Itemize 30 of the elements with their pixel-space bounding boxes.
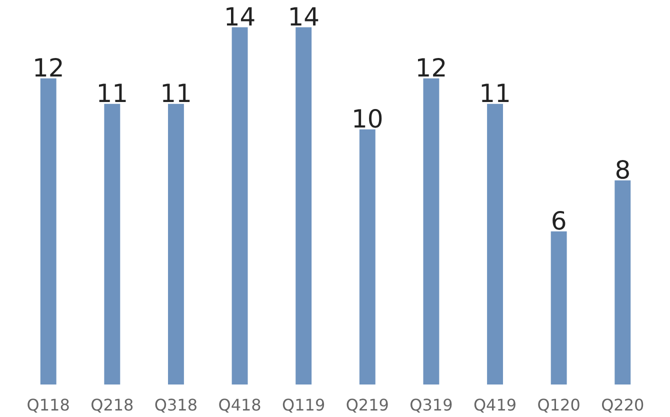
bar — [614, 180, 631, 384]
x-tick-label: Q419 — [473, 396, 517, 414]
data-label: 8 — [614, 155, 631, 184]
bar — [232, 27, 248, 384]
bar — [168, 104, 184, 384]
bar — [487, 104, 503, 384]
bar — [550, 231, 567, 384]
data-label: 6 — [550, 206, 567, 236]
data-label: 12 — [415, 53, 448, 82]
x-tick-label: Q318 — [154, 396, 198, 414]
x-tick-label: Q219 — [346, 396, 389, 414]
data-label: 11 — [160, 78, 192, 108]
x-tick-label: Q218 — [90, 396, 134, 414]
bar — [296, 27, 312, 384]
bar — [40, 78, 56, 384]
data-label: 11 — [479, 78, 511, 108]
bar — [359, 129, 376, 384]
bar — [423, 78, 440, 384]
bar — [104, 104, 120, 384]
data-label: 14 — [288, 2, 320, 32]
data-label: 12 — [32, 53, 64, 82]
x-tick-label: Q220 — [601, 396, 644, 414]
x-tick-label: Q119 — [282, 396, 326, 414]
data-label: 14 — [224, 2, 256, 32]
data-label: 10 — [352, 104, 384, 134]
data-label: 11 — [96, 78, 128, 108]
x-tick-label: Q319 — [410, 396, 453, 414]
x-tick-label: Q118 — [26, 396, 70, 414]
x-tick-label: Q418 — [218, 396, 262, 414]
x-tick-label: Q120 — [537, 396, 580, 414]
